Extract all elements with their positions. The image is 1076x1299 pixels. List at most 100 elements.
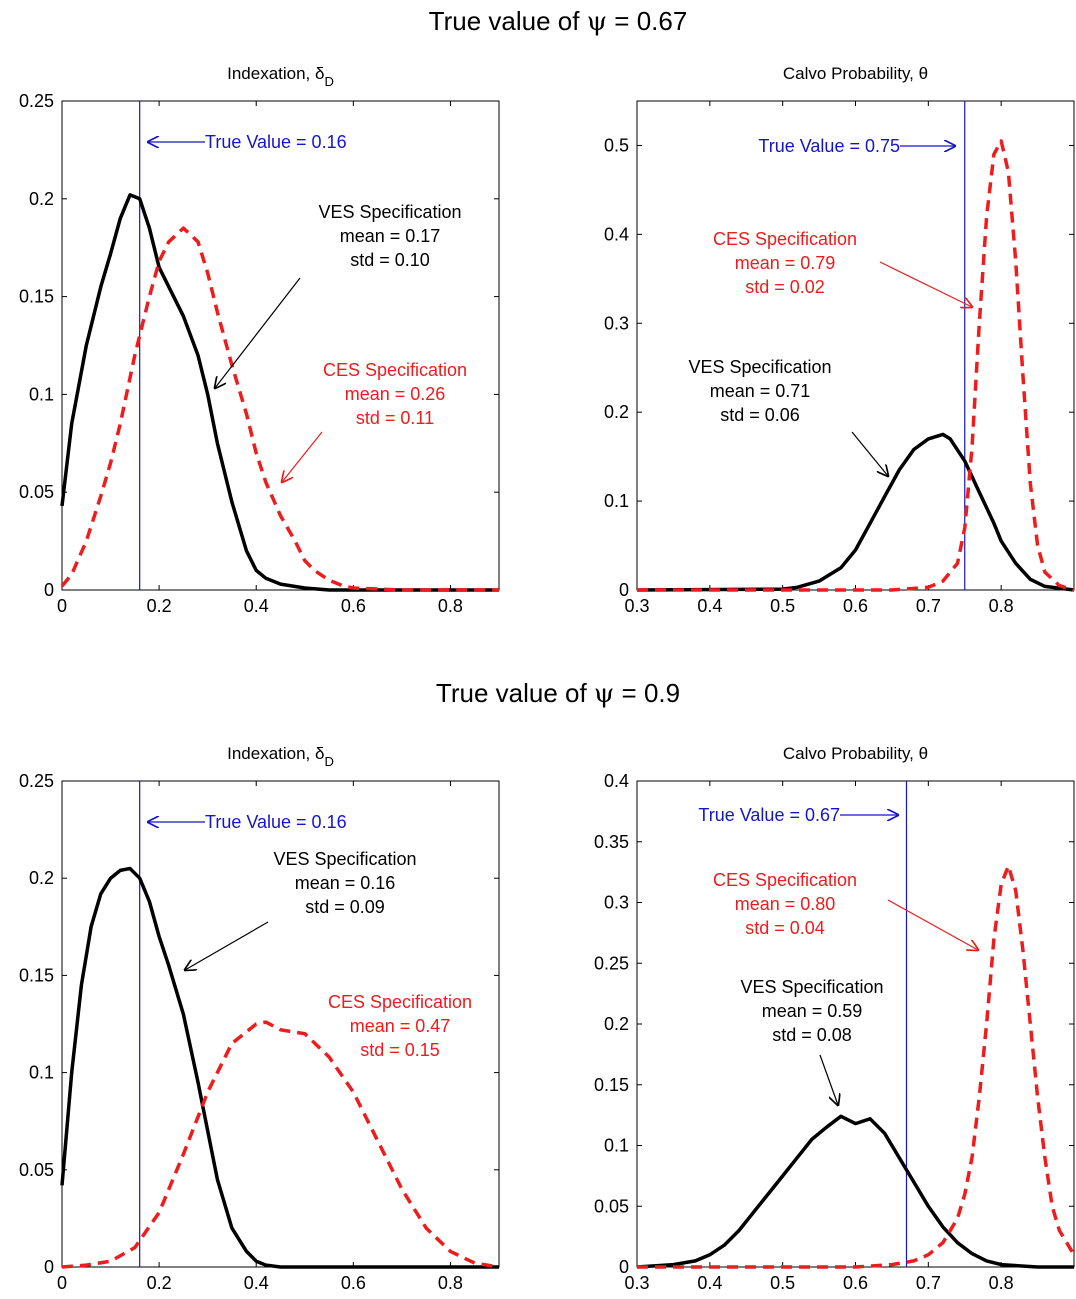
y-tick-label: 0.25 [594, 953, 629, 973]
y-tick-label: 0 [619, 1257, 629, 1277]
annotation-line: VES Specification [688, 357, 831, 377]
true-value-label: True Value = 0.16 [205, 132, 347, 152]
annotation-line: std = 0.09 [305, 897, 385, 917]
ves-density-line [636, 1114, 1074, 1269]
x-tick-label: 0.6 [843, 596, 868, 616]
ves-annotation-arrow [819, 1054, 838, 1105]
annotation-line: std = 0.08 [772, 1025, 852, 1045]
y-tick-label: 0.4 [604, 771, 629, 791]
subplot-title-text: Indexation, δ [227, 64, 324, 83]
subplot-1: Indexation, δD 0 0.2 0.4 0.6 0.8 0 0.05 0.1 0.15 0… [19, 64, 500, 616]
ves-density-line [60, 866, 499, 1269]
subplot-title-subscript: D [324, 74, 333, 89]
annotation-line: std = 0.11 [356, 408, 434, 428]
annotation-line: mean = 0.17 [340, 226, 441, 246]
x-tick-label: 0.6 [341, 1273, 366, 1293]
subplot-2: Calvo Probability, θ0.3 0.4 0.5 0.6 0.7 0.800… [604, 64, 1075, 616]
y-tick-label: 0.3 [604, 893, 629, 913]
y-tick-label: 0 [44, 580, 54, 600]
true-value-label: True Value = 0.16 [205, 812, 347, 832]
ces-annotation-arrow [887, 899, 978, 950]
x-tick-label: 0.5 [770, 1273, 795, 1293]
x-tick-label: 0.3 [624, 596, 649, 616]
ves-annotation: VES Specification mean = 0.17 std = 0.10 [318, 202, 461, 270]
y-tick-label: 0 [619, 580, 629, 600]
annotation-line: CES Specification [713, 870, 857, 890]
x-tick-label: 0.7 [916, 596, 941, 616]
axes-frame [61, 100, 500, 591]
x-tick-label: 0.4 [697, 596, 722, 616]
y-tick-label: 0.15 [594, 1075, 629, 1095]
ces-annotation-arrow [282, 431, 323, 482]
x-tick-label: 0.5 [770, 596, 795, 616]
ves-annotation-arrow [185, 921, 269, 970]
ves-annotation-arrow [215, 277, 301, 388]
true-value-label: True Value = 0.67 [698, 805, 840, 825]
subplot-title: Indexation, δD [227, 744, 334, 769]
y-tick-label: 0 [44, 1257, 54, 1277]
y-tick-label: 0.2 [604, 1014, 629, 1034]
x-tick-label: 0 [57, 596, 67, 616]
ces-density-line [637, 139, 1075, 592]
y-tick-label: 0.25 [19, 91, 54, 111]
ces-density-line [61, 1020, 500, 1269]
x-tick-label: 0.3 [624, 1273, 649, 1293]
x-tick-label: 0.8 [438, 1273, 463, 1293]
y-tick-label: 0.05 [19, 1160, 54, 1180]
subplot-4: Calvo Probability, θ0.3 0.4 0.5 0.6 0.7 0.800… [594, 744, 1076, 1293]
annotation-line: CES Specification [323, 360, 467, 380]
subplot-title: Calvo Probability, θ [783, 744, 928, 763]
ces-density-line [60, 226, 499, 592]
y-tick-label: 0.05 [19, 482, 54, 502]
x-tick-label: 0.8 [989, 1273, 1014, 1293]
x-tick-label: 0.4 [244, 596, 269, 616]
subplot-title: Indexation, δD [227, 64, 334, 89]
x-tick-label: 0.8 [989, 596, 1014, 616]
y-tick-label: 0.3 [604, 313, 629, 333]
y-tick-label: 0.5 [604, 135, 629, 155]
x-tick-label: 0.2 [147, 1273, 172, 1293]
annotation-line: mean = 0.47 [350, 1016, 451, 1036]
annotation-line: std = 0.02 [745, 277, 825, 297]
annotation-line: VES Specification [318, 202, 461, 222]
y-tick-label: 0.05 [594, 1196, 629, 1216]
x-tick-label: 0.8 [438, 596, 463, 616]
row-title-top: True value of ψ = 0.67 [429, 6, 688, 37]
annotation-line: std = 0.15 [360, 1040, 440, 1060]
y-tick-label: 0.1 [29, 1063, 54, 1083]
ces-density-line [637, 864, 1076, 1269]
row-title-bottom: True value of ψ = 0.9 [436, 678, 680, 709]
x-tick-label: 0 [57, 1273, 67, 1293]
annotation-line: VES Specification [740, 977, 883, 997]
subplot-title-text: Calvo Probability, θ [783, 744, 928, 763]
y-tick-label: 0.15 [19, 287, 54, 307]
y-tick-label: 0.2 [29, 189, 54, 209]
subplot-title-text: Indexation, δ [227, 744, 324, 763]
x-tick-label: 0.6 [843, 1273, 868, 1293]
subplot-title-subscript: D [324, 754, 333, 769]
ces-annotation: CES Specification mean = 0.79 std = 0.02 [713, 229, 857, 297]
annotation-line: VES Specification [273, 849, 416, 869]
subplot-title: Calvo Probability, θ [783, 64, 928, 83]
y-tick-label: 0.4 [604, 224, 629, 244]
ces-annotation: CES Specification mean = 0.47 std = 0.15 [328, 992, 472, 1060]
true-value-label: True Value = 0.75 [758, 136, 900, 156]
subplot-3: Indexation, δD 0 0.2 0.4 0.6 0.8 0 0.05 0.1 0.15 0… [19, 744, 500, 1293]
annotation-line: CES Specification [713, 229, 857, 249]
y-tick-label: 0.1 [604, 491, 629, 511]
ces-annotation-arrow [879, 261, 972, 307]
ces-annotation: CES Specification mean = 0.26 std = 0.11 [323, 360, 467, 428]
annotation-line: CES Specification [328, 992, 472, 1012]
ces-annotation: CES Specification mean = 0.80 std = 0.04 [713, 870, 857, 938]
x-tick-label: 0.4 [697, 1273, 722, 1293]
psi-symbol: ψ [594, 679, 614, 709]
annotation-line: mean = 0.79 [735, 253, 836, 273]
axes-frame [636, 100, 1075, 591]
y-tick-label: 0.2 [29, 868, 54, 888]
axes-frame [636, 780, 1075, 1268]
x-tick-label: 0.2 [147, 596, 172, 616]
annotation-line: mean = 0.16 [295, 873, 396, 893]
ves-annotation: VES Specification mean = 0.59 std = 0.08 [740, 977, 883, 1045]
subplot-title-text: Calvo Probability, θ [783, 64, 928, 83]
